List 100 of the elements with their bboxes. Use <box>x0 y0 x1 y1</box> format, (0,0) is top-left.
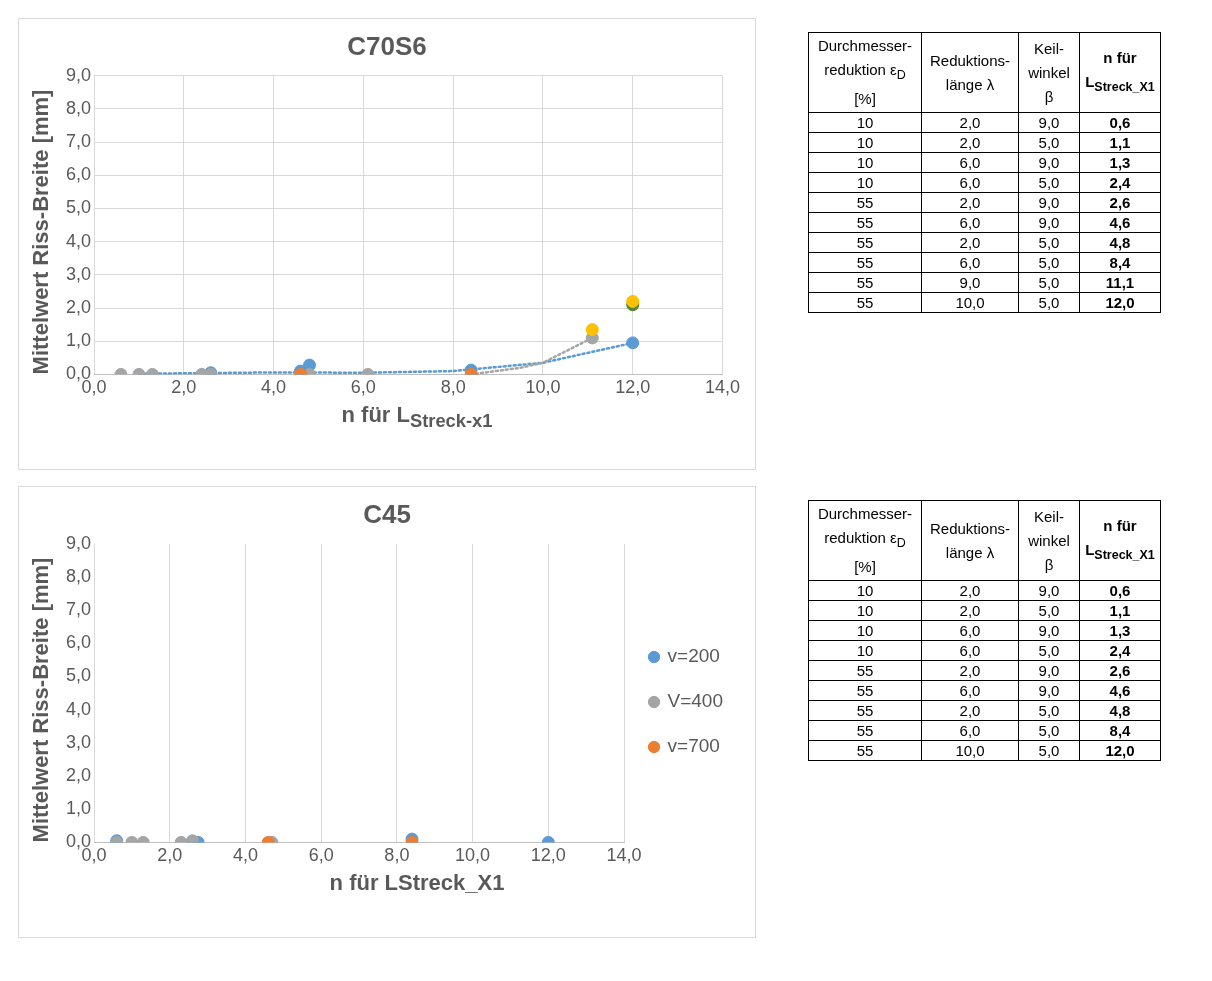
text: 1,3 <box>1109 622 1131 639</box>
x-tick-label: 14,0 <box>606 845 642 866</box>
text: 9,0 <box>1038 154 1060 171</box>
text: 9,0 <box>1038 662 1060 679</box>
text: 6,0 <box>959 682 981 699</box>
text: 1,1 <box>1109 602 1131 619</box>
y-tick-label: 4,0 <box>65 230 92 251</box>
text: 2,0 <box>959 602 981 619</box>
y-tick-label: 4,0 <box>65 698 92 719</box>
text: 5,0 <box>1038 294 1060 311</box>
text: 2,0 <box>959 134 981 151</box>
y-tick-label: 5,0 <box>65 665 92 686</box>
y-tick-label: 7,0 <box>65 131 92 152</box>
text: 5,0 <box>1038 234 1060 251</box>
text: 2,0 <box>959 194 981 211</box>
text: 1,3 <box>1109 154 1131 171</box>
text: 10,0 <box>955 294 985 311</box>
x-tick-label: 2,0 <box>171 377 197 398</box>
text: 10 <box>856 114 874 131</box>
text: 2,0 <box>959 234 981 251</box>
y-tick-label: 1,0 <box>65 798 92 819</box>
text: 9,0 <box>1038 582 1060 599</box>
text: 4,8 <box>1109 234 1131 251</box>
x-axis-title: n für LStreck_X1 <box>328 870 506 896</box>
chart-title: C45 <box>362 499 412 530</box>
text: 4,6 <box>1109 214 1131 231</box>
x-tick-label: 4,0 <box>261 377 287 398</box>
text: 6,0 <box>959 214 981 231</box>
y-tick-label: 6,0 <box>65 164 92 185</box>
legend-label: V=400 <box>667 690 724 712</box>
y-tick-label: 2,0 <box>65 297 92 318</box>
y-tick-label: 3,0 <box>65 263 92 284</box>
text: 55 <box>856 662 874 679</box>
x-tick-label: 10,0 <box>525 377 561 398</box>
x-tick-label: 14,0 <box>704 377 741 398</box>
category-label: n für L$_{Streck_X1}$ <box>1079 32 1161 113</box>
text: 9,0 <box>1038 114 1060 131</box>
y-tick-label: 8,0 <box>65 97 92 118</box>
text: 5,0 <box>1038 274 1060 291</box>
text: 9,0 <box>959 274 981 291</box>
text: 6,0 <box>959 174 981 191</box>
category-label: Durchmesser- reduktion ε$_{D}$ [%] <box>817 37 913 107</box>
text: 2,6 <box>1109 662 1131 679</box>
text: 11,1 <box>1105 274 1135 291</box>
text: 10 <box>856 134 874 151</box>
text: 2,4 <box>1109 642 1131 659</box>
category-label: Durchmesser- reduktion ε$_{D}$ [%] <box>817 505 913 575</box>
text: 10 <box>856 174 874 191</box>
text: 5,0 <box>1038 722 1060 739</box>
text: 55 <box>856 194 874 211</box>
text: 2,0 <box>959 582 981 599</box>
text: 8,4 <box>1109 254 1131 271</box>
text: 6,0 <box>959 154 981 171</box>
y-tick-label: 8,0 <box>65 565 92 586</box>
text: 12,0 <box>1105 294 1135 311</box>
text: 10,0 <box>955 742 985 759</box>
text: 8,4 <box>1109 722 1131 739</box>
text: 6,0 <box>959 254 981 271</box>
category-label: Reduktions- länge λ <box>921 500 1019 581</box>
text: 6,0 <box>959 622 981 639</box>
y-tick-label: 6,0 <box>65 632 92 653</box>
text: 1,1 <box>1109 134 1131 151</box>
text: 10 <box>856 622 874 639</box>
x-tick-label: 4,0 <box>232 845 258 866</box>
text: 2,0 <box>959 702 981 719</box>
text: 5,0 <box>1038 602 1060 619</box>
text: 10 <box>856 582 874 599</box>
text: 2,4 <box>1109 174 1131 191</box>
category-label: Keil- winkel β <box>1018 32 1080 113</box>
x-tick-label: 6,0 <box>350 377 376 398</box>
x-tick-label: 12,0 <box>530 845 566 866</box>
y-tick-label: 5,0 <box>65 197 92 218</box>
y-tick-label: 3,0 <box>65 731 92 752</box>
text: 10 <box>856 602 874 619</box>
x-tick-label: 2,0 <box>157 845 183 866</box>
legend-label: v=700 <box>667 735 720 757</box>
text: 12,0 <box>1105 742 1135 759</box>
text: 9,0 <box>1038 194 1060 211</box>
y-axis-title: Mittelwert Riss-Breite [mm] <box>28 89 54 375</box>
x-axis-title: n für L$_{Streck-x1}$ <box>340 402 494 433</box>
category-label: Keil- winkel β <box>1018 500 1080 581</box>
text: 5,0 <box>1038 254 1060 271</box>
text: 55 <box>856 254 874 271</box>
text: 5,0 <box>1038 702 1060 719</box>
text: 5,0 <box>1038 742 1060 759</box>
text: 55 <box>856 294 874 311</box>
text: 6,0 <box>959 722 981 739</box>
text: 2,0 <box>959 662 981 679</box>
x-tick-label: 6,0 <box>308 845 334 866</box>
text: 55 <box>856 214 874 231</box>
y-axis-title: Mittelwert Riss-Breite [mm] <box>28 557 54 843</box>
text: 5,0 <box>1038 134 1060 151</box>
x-tick-label: 10,0 <box>455 845 491 866</box>
text: 55 <box>856 274 874 291</box>
text: 4,6 <box>1109 682 1131 699</box>
text: 9,0 <box>1038 622 1060 639</box>
y-tick-label: 1,0 <box>65 330 92 351</box>
x-tick-label: 8,0 <box>440 377 466 398</box>
text: 9,0 <box>1038 214 1060 231</box>
y-tick-label: 9,0 <box>65 64 92 85</box>
